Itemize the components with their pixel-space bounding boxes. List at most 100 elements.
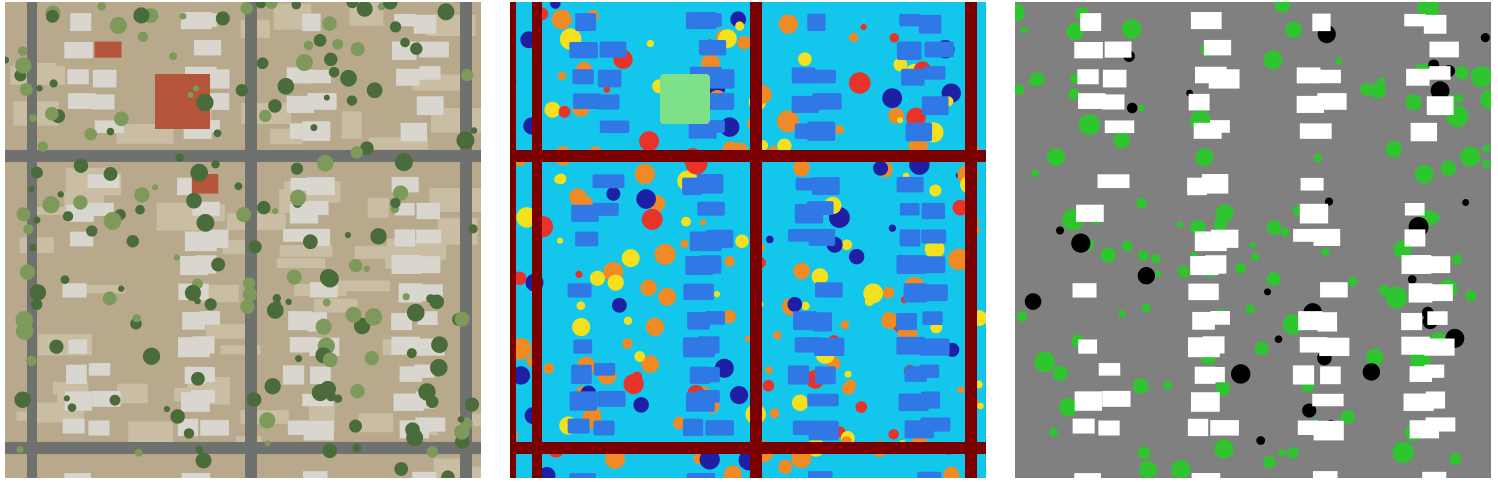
segment-building bbox=[592, 174, 625, 189]
house-roof bbox=[195, 255, 217, 274]
tree bbox=[142, 347, 161, 365]
segment-building bbox=[814, 337, 845, 357]
segment-building bbox=[920, 417, 951, 432]
tree bbox=[344, 231, 351, 239]
tree bbox=[36, 85, 43, 92]
class-vegetation bbox=[1266, 272, 1281, 287]
segment-blob bbox=[888, 224, 897, 232]
segment-building bbox=[575, 231, 599, 247]
yard-patch bbox=[117, 383, 148, 404]
tree bbox=[437, 3, 455, 21]
tree bbox=[106, 127, 115, 136]
tree bbox=[364, 308, 383, 326]
segment-building bbox=[808, 228, 836, 246]
tree bbox=[242, 277, 256, 290]
tree bbox=[173, 254, 180, 261]
segment-building bbox=[921, 202, 946, 220]
class-shadow bbox=[1274, 335, 1283, 344]
class-vegetation bbox=[1482, 145, 1491, 153]
segment-blob bbox=[844, 370, 852, 378]
class-building bbox=[1208, 69, 1240, 89]
class-building bbox=[1104, 120, 1135, 134]
class-vegetation bbox=[1078, 113, 1101, 136]
tree bbox=[195, 452, 212, 469]
tree bbox=[286, 269, 302, 285]
segmentation-map-panel bbox=[510, 2, 986, 478]
class-building bbox=[1427, 311, 1448, 325]
segment-building bbox=[593, 363, 616, 376]
segment-blob bbox=[623, 316, 633, 326]
class-building bbox=[1104, 41, 1132, 58]
house-roof bbox=[70, 231, 94, 247]
segment-blob bbox=[744, 335, 751, 342]
segment-building bbox=[599, 120, 630, 134]
class-building bbox=[1424, 364, 1445, 378]
segment-blob bbox=[943, 466, 960, 478]
class-building bbox=[1299, 203, 1329, 224]
class-building bbox=[1401, 312, 1422, 331]
tree bbox=[264, 440, 271, 447]
segment-building bbox=[682, 418, 704, 437]
house-roof bbox=[416, 96, 444, 116]
tree bbox=[29, 114, 38, 123]
segment-blob bbox=[793, 159, 810, 177]
segment-blob bbox=[773, 331, 782, 340]
class-building bbox=[1203, 39, 1232, 56]
road-vertical bbox=[245, 2, 257, 478]
yard-patch bbox=[367, 197, 389, 218]
segment-blob bbox=[791, 394, 809, 411]
segment-blob bbox=[882, 286, 895, 299]
tree bbox=[457, 416, 465, 423]
tree bbox=[316, 154, 334, 172]
segment-building bbox=[573, 339, 593, 354]
tree bbox=[152, 184, 159, 191]
segment-blob bbox=[841, 239, 853, 251]
class-building bbox=[1426, 96, 1454, 116]
classification-map bbox=[1015, 2, 1491, 478]
segment-blob bbox=[762, 379, 775, 392]
segment-building bbox=[793, 311, 818, 331]
house-roof bbox=[91, 94, 115, 110]
segment-building bbox=[811, 177, 840, 195]
tree bbox=[37, 141, 49, 152]
tree bbox=[324, 52, 338, 67]
segment-blob bbox=[729, 386, 749, 405]
class-vegetation bbox=[1100, 247, 1116, 263]
segment-building bbox=[597, 390, 626, 407]
class-building bbox=[1423, 14, 1447, 34]
class-vegetation bbox=[1155, 270, 1162, 277]
class-vegetation bbox=[1058, 397, 1078, 417]
class-shadow bbox=[1302, 403, 1317, 418]
class-vegetation bbox=[1366, 348, 1384, 367]
class-vegetation bbox=[1016, 311, 1028, 322]
house-roof bbox=[88, 420, 110, 436]
segment-blob bbox=[572, 317, 591, 337]
tree bbox=[295, 54, 313, 72]
segmentation-map bbox=[510, 2, 986, 478]
class-vegetation bbox=[1369, 82, 1386, 99]
class-vegetation bbox=[1195, 148, 1214, 167]
segment-building bbox=[597, 69, 622, 88]
class-vegetation bbox=[1213, 218, 1227, 232]
segment-building bbox=[807, 121, 836, 141]
house-roof bbox=[200, 311, 220, 325]
house-roof bbox=[87, 202, 114, 216]
tree bbox=[393, 185, 409, 201]
segment-blob bbox=[557, 71, 567, 81]
tree bbox=[196, 213, 215, 232]
house-roof bbox=[62, 283, 87, 298]
class-vegetation bbox=[1313, 153, 1323, 163]
house-roof bbox=[416, 202, 441, 220]
segment-building bbox=[569, 391, 597, 411]
class-building bbox=[1297, 420, 1318, 435]
house-roof bbox=[303, 420, 334, 441]
tree bbox=[256, 57, 269, 70]
segment-building bbox=[572, 93, 601, 109]
house-roof bbox=[391, 41, 417, 60]
tree bbox=[311, 384, 329, 402]
class-vegetation bbox=[1340, 410, 1355, 425]
tree bbox=[382, 2, 398, 10]
tree bbox=[97, 2, 106, 11]
tree bbox=[186, 192, 202, 209]
tree bbox=[259, 109, 272, 123]
